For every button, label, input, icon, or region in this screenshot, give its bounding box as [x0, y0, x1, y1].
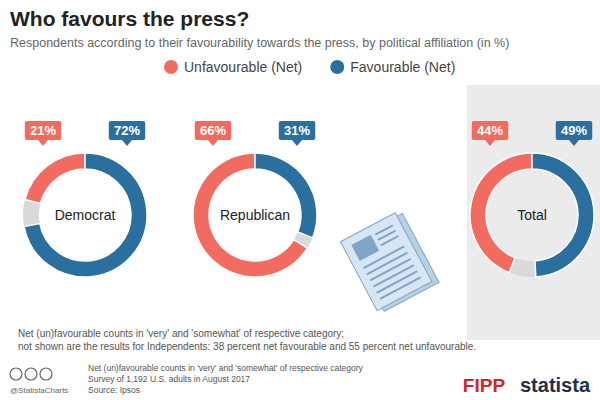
footnote: Net (un)favourable counts in 'very' and …: [18, 328, 344, 339]
credit: @StatistaCharts: [10, 386, 68, 395]
legend-label: Unfavourable (Net): [184, 59, 302, 75]
data-label-pointer: [122, 140, 132, 146]
icon-page: [340, 213, 431, 311]
legend-swatch: [164, 60, 178, 74]
subtitle: Respondents according to their favourabi…: [10, 36, 509, 50]
data-label-box: [109, 121, 145, 140]
data-label-pointer: [485, 140, 495, 146]
newspaper-icon: [340, 210, 439, 314]
data-label-pointer: [38, 140, 48, 146]
donut-background: [470, 153, 594, 277]
donut-slice: [25, 153, 85, 204]
labels: 21% 72% Democrat 66% 31% Republican 44% 49% Tota…: [25, 121, 592, 223]
donut-background: [23, 153, 147, 277]
data-label-box: [556, 121, 592, 140]
donut-background: [193, 153, 317, 277]
logo: FIPP: [463, 375, 506, 396]
category-label: Democrat: [55, 207, 116, 223]
data-label-box: [25, 121, 61, 140]
legend-label: Favourable (Net): [350, 59, 455, 75]
licence-icon: [25, 368, 37, 380]
survey-note: Survey of 1,192 U.S. adults in August 20…: [88, 374, 250, 384]
data-label-text: 44%: [477, 123, 503, 138]
data-label-text: 66%: [200, 123, 226, 138]
donut: [470, 153, 594, 277]
data-label-text: 31%: [284, 123, 310, 138]
data-label-pointer: [292, 140, 302, 146]
data-label-text: 21%: [30, 123, 56, 138]
legend-swatch: [330, 60, 344, 74]
footnote: not shown are the results for Independen…: [18, 341, 476, 352]
logo: statista: [520, 374, 591, 396]
legend: Unfavourable (Net) Favourable (Net): [164, 59, 455, 75]
data-label: 49%: [556, 121, 592, 146]
data-label: 21%: [25, 121, 61, 146]
data-label: 44%: [472, 121, 508, 146]
source: Source: Ipsos: [88, 385, 140, 395]
survey-note: Net (un)favourable counts in 'very' and …: [88, 363, 364, 373]
highlight-panel: [467, 85, 600, 340]
title: Who favours the press?: [10, 7, 249, 30]
donut: [193, 153, 317, 277]
data-label: 66%: [195, 121, 231, 146]
icon-line: [381, 236, 399, 245]
data-label-text: 72%: [114, 123, 140, 138]
licence-icon: [40, 368, 52, 380]
icon-picture: [351, 235, 379, 261]
donut-slice: [255, 153, 317, 238]
data-label: 31%: [279, 121, 315, 146]
licence-icons: [10, 368, 52, 380]
donut: [23, 153, 147, 277]
category-label: Total: [517, 207, 547, 223]
data-label: 72%: [109, 121, 145, 146]
data-label-pointer: [569, 140, 579, 146]
data-label-box: [279, 121, 315, 140]
icon-line: [380, 277, 421, 299]
data-label-pointer: [208, 140, 218, 146]
legend-item: Unfavourable (Net): [164, 59, 302, 75]
marks: [23, 153, 594, 277]
data-label-box: [472, 121, 508, 140]
chart: Who favours the press? Respondents accord…: [0, 0, 600, 400]
category-label: Republican: [220, 207, 290, 223]
donut-slice: [24, 153, 147, 277]
licence-icon: [10, 368, 22, 380]
data-label-box: [195, 121, 231, 140]
legend-item: Favourable (Net): [330, 59, 455, 75]
data-label-text: 49%: [561, 123, 587, 138]
